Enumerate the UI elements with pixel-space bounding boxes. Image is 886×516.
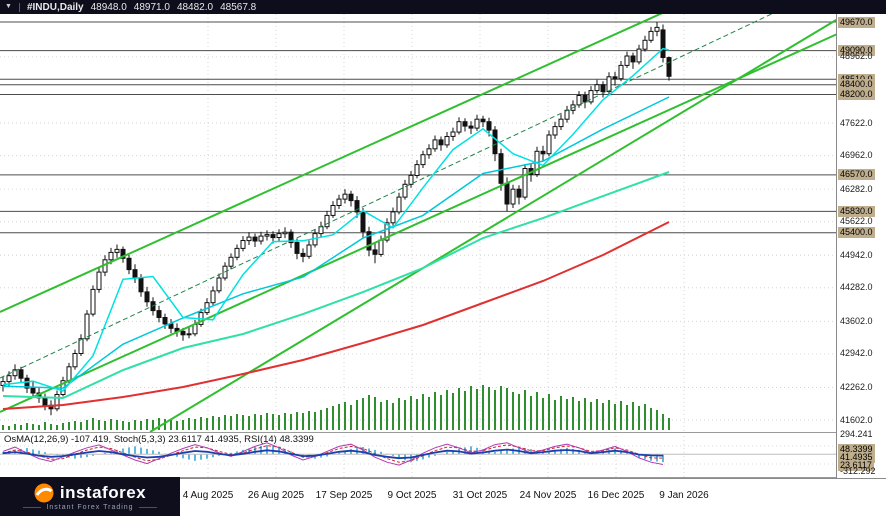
price-axis-label: 45622.0 xyxy=(840,216,873,227)
price-axis-label: 44942.0 xyxy=(840,249,873,260)
price-axis-label: 42942.0 xyxy=(840,348,873,359)
one-click-trading-arrow-icon[interactable]: ▼ xyxy=(5,3,12,10)
chart-header-bar: ▼ #INDU,Daily 48948.0 48971.0 48482.0 48… xyxy=(0,0,886,14)
low-value: 48482.0 xyxy=(176,1,214,13)
time-axis-label: 26 Aug 2025 xyxy=(247,490,305,501)
price-axis-label: 46962.0 xyxy=(840,150,873,161)
price-axis-label: 48200.0 xyxy=(838,89,875,100)
indicator-axis-label: 48.3399 xyxy=(838,444,875,455)
price-axis-label: 42262.0 xyxy=(840,382,873,392)
instaforex-logo-row: instaforex xyxy=(34,483,146,503)
indicator-axis-label: 294.241 xyxy=(840,429,873,439)
instaforex-tagline-text: Instant Forex Trading xyxy=(46,503,134,511)
symbol-period-label: #INDU,Daily xyxy=(26,1,84,13)
instaforex-brand-text: instaforex xyxy=(59,482,147,502)
price-axis-label: 43602.0 xyxy=(840,315,873,326)
price-axis-label: 48962.0 xyxy=(840,51,873,62)
time-axis-label: 4 Aug 2025 xyxy=(182,490,234,501)
tagline-left-line xyxy=(23,506,42,508)
price-axis-label: 49670.0 xyxy=(838,16,875,28)
price-chart-canvas[interactable] xyxy=(0,14,836,432)
price-axis-label: 47622.0 xyxy=(840,117,873,128)
indicator-axis-label: 41.4935 xyxy=(838,452,875,463)
tagline-right-line xyxy=(138,506,157,508)
time-axis-label: 9 Oct 2025 xyxy=(387,490,437,501)
price-axis-label: 45400.0 xyxy=(838,227,875,239)
time-axis-label: 31 Oct 2025 xyxy=(452,490,508,501)
instaforex-tagline-row: Instant Forex Trading xyxy=(23,503,157,511)
indicator-axis-label: -312.292 xyxy=(840,466,876,476)
time-axis-label: 17 Sep 2025 xyxy=(315,490,373,501)
close-value: 48567.8 xyxy=(220,1,257,13)
price-axis-label: 48400.0 xyxy=(838,79,875,91)
instaforex-logo-icon xyxy=(34,483,54,502)
header-separator xyxy=(18,2,20,12)
instaforex-watermark: instaforex Instant Forex Trading xyxy=(0,477,180,516)
time-axis-label: 16 Dec 2025 xyxy=(587,490,645,501)
indicator-values-label: OsMA(12,26,9) -107.419, Stoch(5,3,3) 23.… xyxy=(4,434,314,445)
indicator-axis-label: 23.6117 xyxy=(838,460,874,471)
price-axis-label: 41602.0 xyxy=(840,414,873,425)
time-axis-label: 24 Nov 2025 xyxy=(519,490,577,501)
high-value: 48971.0 xyxy=(133,1,170,13)
time-axis-label: 9 Jan 2026 xyxy=(659,490,709,501)
price-axis[interactable]: 49670.049090.048962.048510.048400.048200… xyxy=(836,14,886,478)
price-axis-label: 49090.0 xyxy=(838,45,875,57)
open-value: 48948.0 xyxy=(90,1,127,13)
price-axis-label: 45830.0 xyxy=(838,205,875,217)
price-axis-label: 44282.0 xyxy=(840,282,873,293)
price-axis-label: 46282.0 xyxy=(840,183,873,194)
price-axis-label: 46570.0 xyxy=(838,169,875,181)
